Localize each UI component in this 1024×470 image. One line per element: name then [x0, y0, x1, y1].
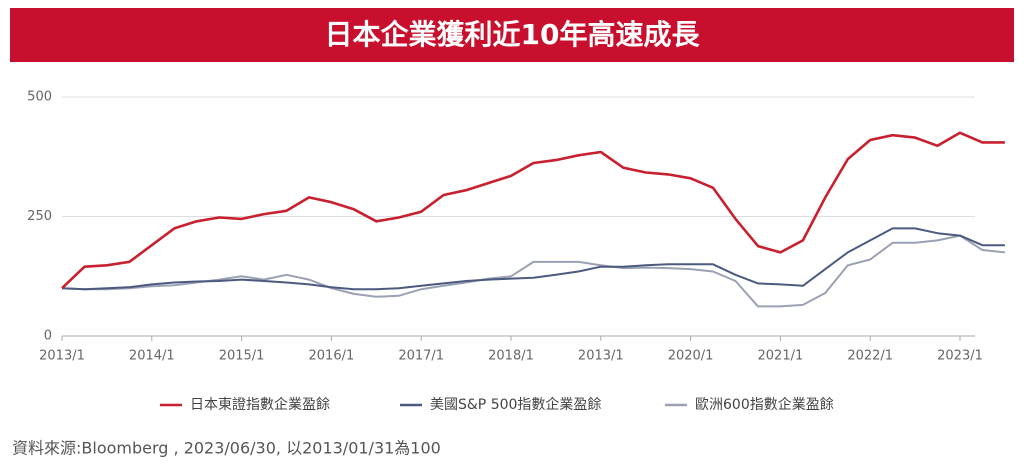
x-tick-label: 2017/1 — [398, 349, 444, 364]
y-tick-label: 250 — [27, 209, 52, 224]
x-tick-label: 2015/1 — [219, 349, 265, 364]
x-tick-label: 2013/1 — [578, 349, 624, 364]
series-line — [61, 227, 1005, 291]
legend-label: 日本東證指數企業盈餘 — [190, 396, 330, 413]
x-tick-label: 2022/1 — [847, 349, 893, 364]
x-tick-label: 2020/1 — [668, 349, 714, 364]
x-tick-label: 2013/1 — [39, 349, 85, 364]
series-line — [61, 131, 1005, 290]
y-tick-label: 500 — [27, 90, 52, 105]
x-tick-label: 2018/1 — [488, 349, 534, 364]
series-line — [61, 234, 1006, 308]
x-tick-label: 2014/1 — [129, 349, 175, 364]
legend-label: 美國S&P 500指數企業盈餘 — [430, 396, 601, 413]
x-tick-label: 2021/1 — [758, 349, 804, 364]
x-tick-label: 2016/1 — [309, 349, 355, 364]
chart-title: 日本企業獲利近10年高速成長 — [325, 18, 701, 51]
title-bar — [10, 8, 1014, 62]
y-tick-label: 0 — [44, 329, 52, 344]
legend-label: 歐洲600指數企業盈餘 — [695, 396, 834, 413]
x-tick-label: 2023/1 — [937, 349, 983, 364]
source-note: 資料來源:Bloomberg , 2023/06/30, 以2013/01/31… — [12, 439, 441, 458]
